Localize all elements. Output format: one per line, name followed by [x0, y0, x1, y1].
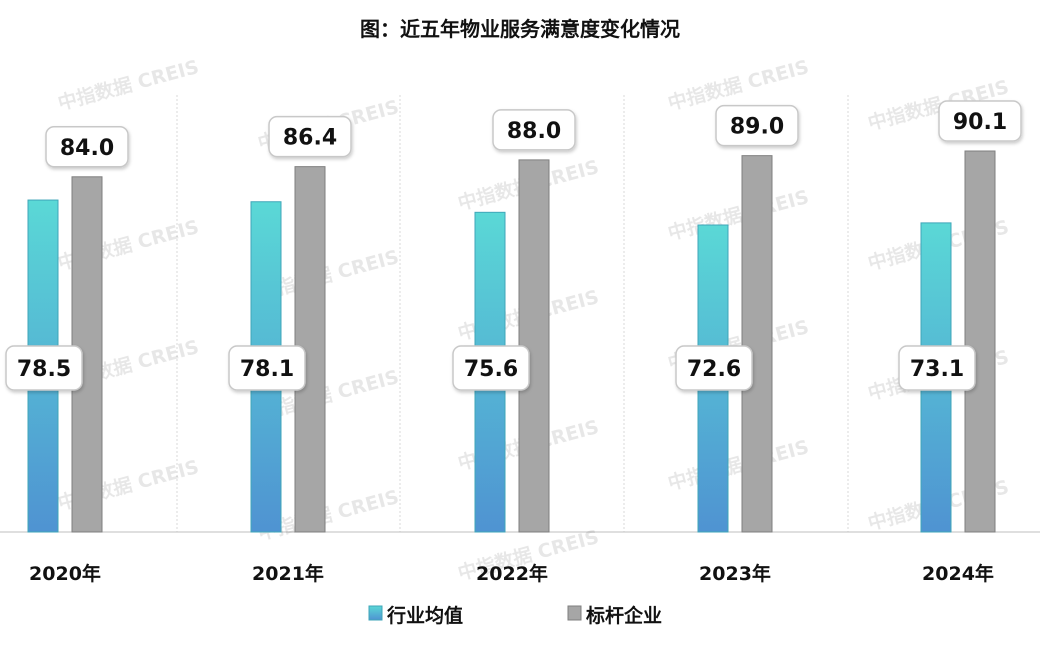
data-label-benchmark: 88.0 — [507, 119, 561, 144]
x-tick-label: 2023年 — [699, 562, 771, 585]
data-label-box — [45, 126, 129, 168]
data-label-box — [898, 345, 976, 391]
data-label-box — [492, 109, 576, 151]
data-label-box — [675, 345, 753, 391]
data-label-benchmark: 86.4 — [283, 126, 337, 151]
data-label-box — [228, 345, 306, 391]
chart-title: 图：近五年物业服务满意度变化情况 — [360, 17, 680, 41]
x-tick-label: 2024年 — [922, 562, 994, 585]
data-label-box — [5, 345, 83, 391]
legend-label-industry-average: 行业均值 — [386, 604, 463, 627]
x-tick-label: 2022年 — [476, 562, 548, 585]
data-label-box — [452, 345, 530, 391]
watermark: 中指数据 CREIS — [665, 185, 811, 245]
bar-benchmark — [741, 155, 773, 533]
legend-label-benchmark: 标杆企业 — [586, 604, 662, 627]
data-label-industry-average: 72.6 — [687, 357, 741, 382]
x-tick-label: 2021年 — [252, 562, 324, 585]
data-label-benchmark: 90.1 — [953, 110, 1007, 135]
legend-swatch-industry-average — [368, 605, 383, 621]
data-label-industry-average: 75.6 — [464, 357, 518, 382]
data-label-box — [938, 100, 1022, 142]
data-label-benchmark: 89.0 — [730, 115, 784, 140]
watermark: 中指数据 CREIS — [665, 435, 811, 495]
data-label-industry-average: 78.5 — [17, 357, 71, 382]
data-label-industry-average: 73.1 — [910, 357, 964, 382]
bar-benchmark — [964, 150, 996, 533]
data-label-box — [715, 104, 799, 147]
data-label-industry-average: 78.1 — [240, 357, 294, 382]
data-label-box — [268, 115, 352, 158]
watermark: 中指数据 CREIS — [55, 55, 201, 115]
legend-swatch-benchmark — [567, 605, 582, 621]
data-label-benchmark: 84.0 — [60, 136, 114, 161]
x-tick-label: 2020年 — [29, 562, 101, 585]
